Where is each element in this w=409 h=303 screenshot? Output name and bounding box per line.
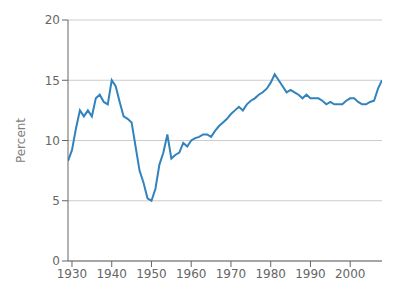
svg-text:5: 5 [52,194,60,208]
svg-text:15: 15 [45,74,60,88]
svg-text:1970: 1970 [216,267,247,281]
svg-text:Percent: Percent [14,118,28,163]
svg-text:1930: 1930 [57,267,88,281]
svg-text:1960: 1960 [176,267,207,281]
svg-text:20: 20 [45,13,60,27]
svg-text:1980: 1980 [255,267,286,281]
svg-text:1990: 1990 [295,267,326,281]
svg-text:10: 10 [45,134,60,148]
svg-text:1950: 1950 [136,267,167,281]
svg-text:0: 0 [52,254,60,268]
svg-text:1940: 1940 [96,267,127,281]
svg-text:2000: 2000 [335,267,366,281]
